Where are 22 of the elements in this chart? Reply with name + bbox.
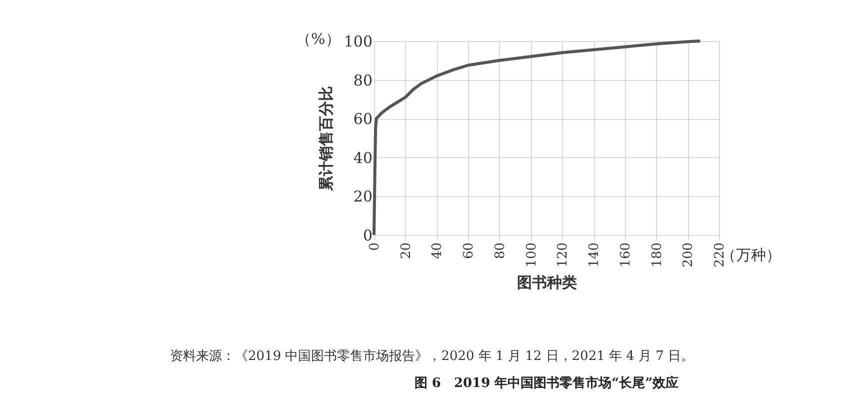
text: 资料来源：《2019 中国图书零售市场报告》，2020 年 1 月 12 日，2021 年 4 月 7 日。 [170,349,694,364]
x-tick-label: 40 [430,242,446,260]
x-tick-label: 100 [524,242,540,268]
text: 图 6 2019 年中国图书零售市场“长尾”效应 [414,375,679,391]
y-tick-label: 60 [353,110,372,128]
y-tick-label: 0 [362,226,372,244]
y-tick-label: 20 [353,188,372,206]
y-tick-label: 80 [353,71,372,90]
x-tick-label: 180 [650,242,665,268]
x-tick-label: 120 [556,242,571,268]
y-axis-title: 累计销售百分比 [316,86,335,192]
y-tick-label: 100 [344,32,372,50]
x-axis-title: 图书种类 [517,273,577,292]
x-tick-label: 20 [398,242,414,260]
x-tick-label: 200 [681,242,696,268]
x-tick-label: 80 [492,242,508,260]
x-tick-label: 160 [618,242,634,268]
x-tick-label: 140 [587,242,602,268]
text: （%） [296,30,340,48]
x-tick-label: 0 [368,242,382,251]
y-tick-label: 40 [353,148,372,167]
x-tick-label: 60 [462,242,477,260]
